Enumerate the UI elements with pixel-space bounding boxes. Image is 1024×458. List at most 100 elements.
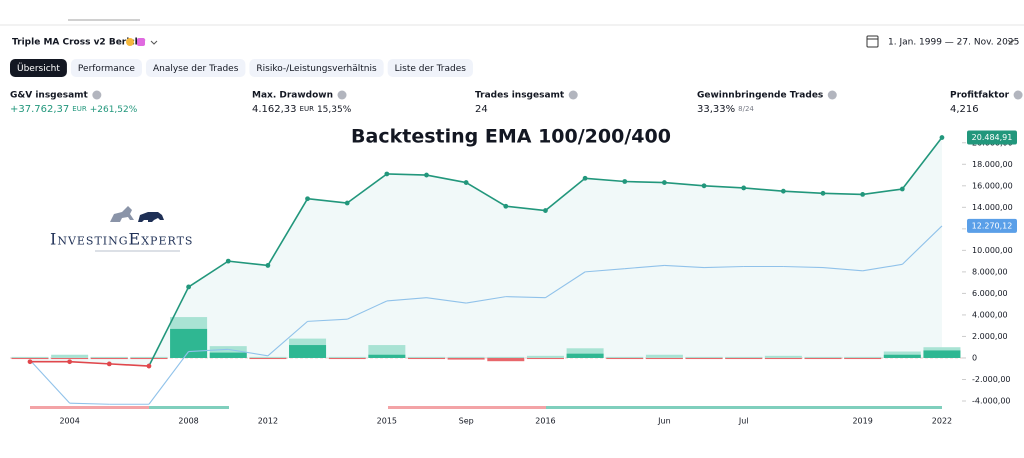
- trade-bar: [130, 356, 168, 358]
- line-segment: [505, 296, 546, 299]
- line-segment: [505, 205, 546, 212]
- chart-title: Backtesting EMA 100/200/400: [351, 126, 671, 148]
- trade-bar: [90, 356, 128, 358]
- x-tick-label: 2015: [377, 417, 397, 426]
- bear-icon: [138, 212, 164, 222]
- point: [582, 175, 588, 181]
- tab-pill[interactable]: [249, 59, 384, 77]
- trade-bar: [844, 357, 882, 360]
- line-segment: [386, 297, 427, 302]
- info-icon[interactable]: [1013, 90, 1023, 100]
- report-title[interactable]: Triple MA Cross v2 Bericht: [12, 38, 146, 48]
- trade-bar: [764, 357, 802, 360]
- line-segment: [545, 271, 586, 299]
- price-label-box: [967, 218, 1017, 233]
- extra: +261,52%: [90, 105, 138, 115]
- trade-bar: [249, 357, 287, 360]
- tab-pill[interactable]: [145, 59, 246, 77]
- point: [225, 258, 231, 264]
- trade-bar: [606, 356, 644, 358]
- bull-icon: [110, 206, 134, 222]
- trade-bar: [487, 357, 525, 362]
- info-icon[interactable]: [568, 90, 578, 100]
- point: [384, 171, 390, 177]
- tab-label[interactable]: Risiko-/Leistungsverhältnis: [256, 64, 377, 74]
- line-segment: [426, 174, 467, 184]
- x-tick-label: 2008: [178, 417, 198, 426]
- tab[interactable]: Risiko-/Leistungsverhältnis: [249, 59, 384, 77]
- trade-bar: [526, 357, 564, 360]
- tab-label[interactable]: Analyse der Trades: [153, 64, 239, 74]
- point: [939, 135, 945, 140]
- line-segment: [664, 181, 705, 187]
- trade-bar: [526, 355, 564, 358]
- x-tick-label: 2022: [932, 417, 952, 426]
- value: 4.162,33: [252, 104, 297, 115]
- trade-bar: [883, 354, 921, 358]
- trade-bar: [170, 328, 208, 358]
- calendar-icon[interactable]: [866, 35, 879, 48]
- dropdown-chevron[interactable]: [1007, 39, 1015, 44]
- date-range[interactable]: 1. Jan. 1999 — 27. Nov. 2025: [888, 38, 1019, 48]
- trade-bar: [209, 346, 247, 358]
- point: [701, 183, 707, 189]
- y-tick-label: -2.000,00: [972, 375, 1011, 384]
- point: [741, 185, 747, 191]
- tab-label[interactable]: Performance: [78, 64, 135, 74]
- line-segment: [148, 286, 190, 367]
- info-icon[interactable]: [337, 90, 347, 100]
- trade-bar: [804, 357, 842, 360]
- line-segment: [783, 190, 824, 195]
- stat-value: 4,216: [950, 104, 979, 115]
- tab[interactable]: Performance: [70, 59, 142, 77]
- trade-bar: [289, 345, 327, 358]
- trade-bar: [725, 357, 763, 360]
- tab[interactable]: Liste der Trades: [387, 59, 473, 77]
- icon: [137, 38, 145, 46]
- tab-pill[interactable]: [70, 59, 142, 77]
- line-segment: [743, 187, 784, 192]
- y-tick-label: 18.000,00: [972, 160, 1013, 169]
- y-tick-label: 2.000,00: [972, 332, 1008, 341]
- value: 4,216: [950, 104, 979, 115]
- x-tick-label: Sep: [459, 417, 474, 426]
- value: 24: [475, 104, 488, 115]
- tab[interactable]: Analyse der Trades: [145, 59, 246, 77]
- trade-bar: [685, 357, 723, 360]
- point: [543, 208, 548, 213]
- point: [662, 180, 667, 185]
- chart: 2004 2008 2012 2015 Sep 2016 Jun Jul 2019 2022 -4.…: [10, 130, 1017, 426]
- y-tick-label: 4.000,00: [972, 310, 1008, 319]
- info-icon[interactable]: [827, 90, 837, 100]
- tab-label[interactable]: Liste der Trades: [395, 64, 467, 74]
- y-tick-label: 14.000,00: [972, 203, 1013, 212]
- tab-bar: Übersicht Performance Analyse der Trades Ri…: [10, 59, 473, 77]
- logo: InvestingExperts: [50, 206, 192, 252]
- tab-pill[interactable]: [10, 59, 67, 77]
- info-icon[interactable]: [92, 90, 102, 100]
- point: [106, 361, 112, 367]
- stat-label: G&V insgesamt: [10, 91, 89, 101]
- dropdown-chevron[interactable]: [150, 40, 158, 45]
- x-tick-label: Jun: [657, 417, 671, 426]
- trade-bar: [209, 352, 247, 358]
- point: [67, 359, 73, 365]
- point: [820, 190, 826, 196]
- y-tick-label: 16.000,00: [972, 181, 1013, 190]
- line-segment: [862, 263, 903, 272]
- line-segment: [624, 180, 665, 184]
- trade-bar: [328, 356, 366, 358]
- trade-bar: [804, 356, 842, 358]
- trade-bar: [408, 357, 445, 360]
- line-segment: [267, 320, 308, 357]
- trade-bar: [764, 355, 802, 358]
- line-segment: [862, 188, 903, 196]
- tab-pill[interactable]: [387, 59, 473, 77]
- tab-label[interactable]: Übersicht: [17, 63, 60, 74]
- point: [186, 284, 192, 290]
- tab[interactable]: Übersicht: [10, 59, 67, 77]
- line-segment: [465, 181, 507, 207]
- point: [424, 172, 429, 178]
- trade-bar: [487, 356, 525, 358]
- trade-bar: [408, 356, 445, 358]
